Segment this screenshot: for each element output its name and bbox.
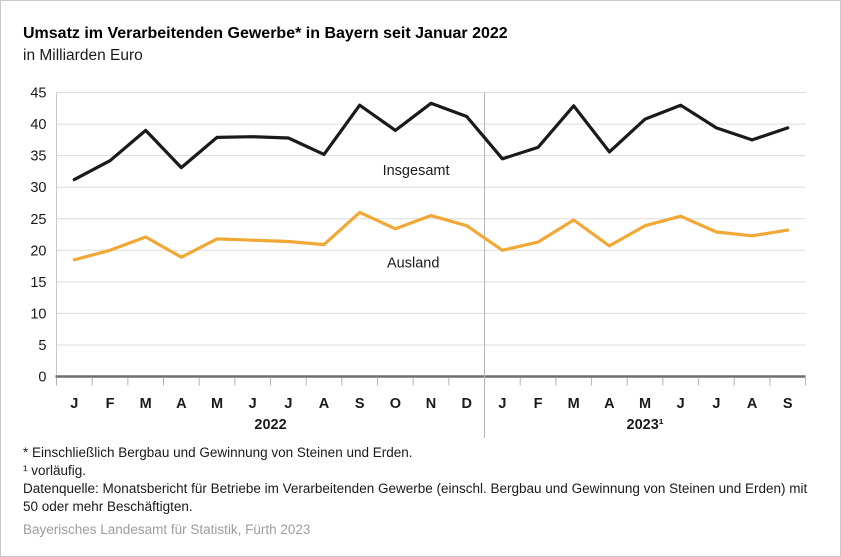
y-axis-tick-label: 10: [30, 306, 46, 322]
x-axis-month-label: O: [390, 396, 401, 412]
x-axis-month-label: M: [140, 396, 152, 412]
y-axis-tick-label: 30: [30, 180, 46, 196]
x-axis-month-label: A: [604, 396, 615, 412]
footnote-line: ¹ vorläufig.: [23, 463, 87, 478]
x-axis-month-label: A: [319, 396, 330, 412]
footnote-line: Datenquelle: Monatsbericht für Betriebe …: [23, 481, 808, 514]
y-axis-tick-label: 0: [38, 370, 46, 386]
x-axis-month-label: J: [284, 396, 292, 412]
x-axis-month-label: S: [355, 396, 365, 412]
footnotes: * Einschließlich Bergbau und Gewinnung v…: [23, 444, 816, 516]
chart-title: Umsatz im Verarbeitenden Gewerbe* in Bay…: [23, 25, 508, 42]
series-line-ausland: [72, 210, 790, 262]
source-credit: Bayerisches Landesamt für Statistik, Für…: [23, 522, 311, 537]
title-block: Umsatz im Verarbeitenden Gewerbe* in Bay…: [23, 23, 818, 66]
x-axis-month-label: A: [176, 396, 187, 412]
x-axis-month-label: N: [426, 396, 436, 412]
x-axis-month-label: J: [70, 396, 78, 412]
x-axis-month-label: S: [783, 396, 793, 412]
series-label-ausland: Ausland: [387, 255, 439, 271]
y-axis-tick-label: 40: [30, 117, 46, 133]
y-axis-tick-label: 25: [30, 212, 46, 228]
y-axis-tick-label: 5: [38, 338, 46, 354]
series-line-insgesamt: [72, 101, 790, 182]
x-axis-month-label: J: [249, 396, 257, 412]
x-axis-month-label: M: [568, 396, 580, 412]
x-axis-month-label: M: [211, 396, 223, 412]
footnote-line: * Einschließlich Bergbau und Gewinnung v…: [23, 445, 413, 460]
x-axis-month-label: M: [639, 396, 651, 412]
y-axis-tick-label: 20: [30, 243, 46, 259]
x-axis-month-label: J: [498, 396, 506, 412]
y-axis-tick-label: 35: [30, 149, 46, 165]
x-axis-month-label: A: [747, 396, 758, 412]
chart-subtitle: in Milliarden Euro: [23, 47, 143, 64]
x-axis-year-label: 2023¹: [627, 417, 664, 433]
y-axis-tick-label: 15: [30, 275, 46, 291]
x-axis-month-label: F: [534, 396, 543, 412]
x-axis-month-label: D: [461, 396, 471, 412]
series-label-insgesamt: Insgesamt: [383, 163, 450, 179]
x-axis-year-label: 2022: [254, 417, 286, 433]
x-axis-month-label: F: [106, 396, 115, 412]
x-axis-month-label: J: [712, 396, 720, 412]
y-axis-tick-label: 45: [30, 86, 46, 102]
x-axis-month-label: J: [677, 396, 685, 412]
